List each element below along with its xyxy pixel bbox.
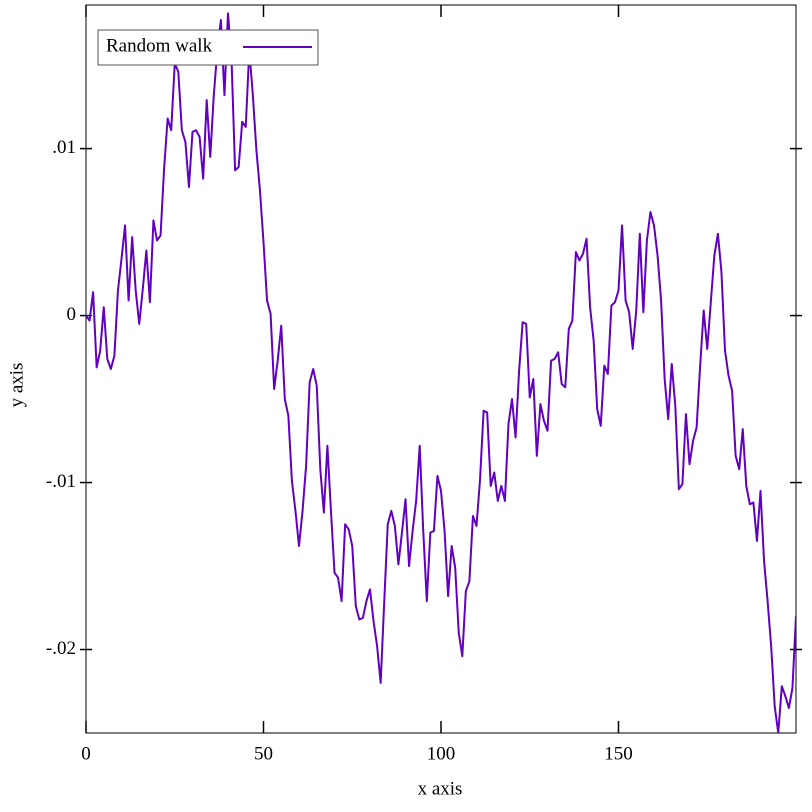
x-tick-label: 100 [427,743,456,764]
line [86,12,796,733]
x-tick-label: 0 [81,743,91,764]
plot-frame [85,4,797,734]
y-tick-label: .01 [52,137,76,158]
x-tick-label: 150 [604,743,633,764]
x-axis-label: x axis [418,778,463,799]
x-tick-label: 50 [254,743,273,764]
plot-area [86,12,796,733]
y-tick-label: -.01 [46,471,76,492]
y-tick-label: 0 [67,304,77,325]
y-tick-label: -.02 [46,638,76,659]
legend-label: Random walk [106,35,213,56]
y-axis-label: y axis [6,363,27,408]
